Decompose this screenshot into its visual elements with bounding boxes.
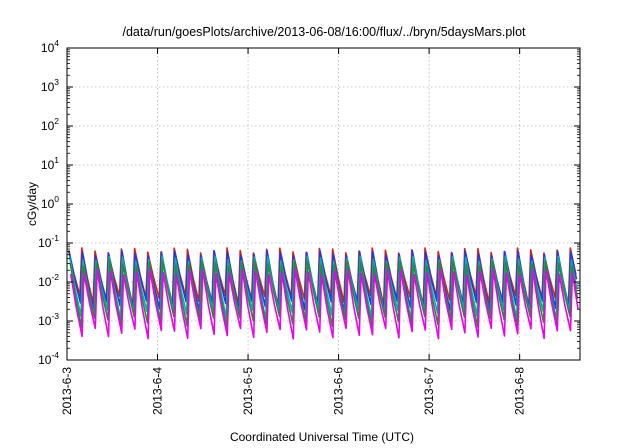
x-tick-label: 2013-6-3 xyxy=(60,367,74,415)
chart-title: /data/run/goesPlots/archive/2013-06-08/1… xyxy=(122,25,526,39)
y-axis: 10-4 10-3 10-2 10-1 100 101 102 103 104 xyxy=(38,38,580,367)
x-axis-label: Coordinated Universal Time (UTC) xyxy=(230,430,414,444)
x-tick-label: 2013-6-7 xyxy=(422,367,436,415)
y-tick-label: 10-1 xyxy=(38,233,59,250)
y-tick-label: 10-3 xyxy=(38,311,59,328)
y-tick-label: 100 xyxy=(41,194,59,211)
y-tick-label: 102 xyxy=(41,116,59,133)
x-tick-label: 2013-6-6 xyxy=(332,367,346,415)
series-line-4 xyxy=(69,260,579,328)
x-axis: 2013-6-3 2013-6-4 2013-6-5 2013-6-6 2013-6-7… xyxy=(60,48,527,415)
series-layer xyxy=(67,247,579,340)
y-tick-label: 10-2 xyxy=(38,272,59,289)
y-tick-label: 103 xyxy=(41,77,59,94)
x-tick-label: 2013-6-8 xyxy=(513,367,527,415)
series-line-5 xyxy=(69,268,579,340)
x-tick-label: 2013-6-5 xyxy=(241,367,255,415)
y-tick-label: 10-4 xyxy=(38,350,59,367)
y-axis-label: cGy/day xyxy=(25,182,39,226)
y-tick-label: 104 xyxy=(41,38,59,55)
x-tick-label: 2013-6-4 xyxy=(151,367,165,415)
y-tick-label: 101 xyxy=(41,155,59,172)
